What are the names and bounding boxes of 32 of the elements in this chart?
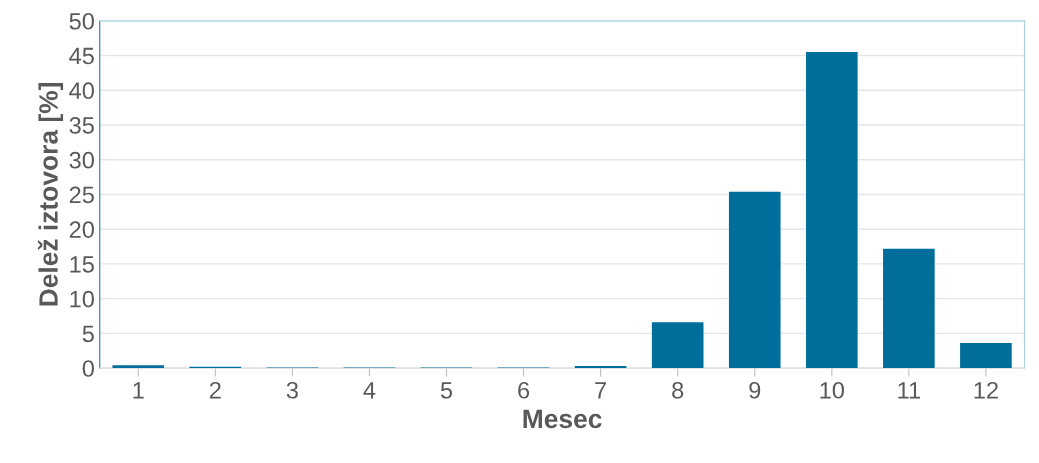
bar [805, 52, 858, 369]
bar [651, 322, 704, 369]
y-tick-label: 10 [70, 290, 94, 308]
x-tick-label: 9 [749, 381, 761, 399]
x-tick-label: 6 [518, 381, 530, 399]
y-tick-label: 20 [69, 221, 94, 238]
y-tick-label: 25 [69, 186, 94, 204]
y-tick-label: 15 [70, 256, 94, 273]
bar [728, 191, 781, 369]
bar [883, 248, 935, 369]
y-tick-label: 0 [82, 360, 94, 377]
x-tick-label: 11 [898, 382, 920, 399]
x-tick-label: 1 [133, 382, 144, 399]
y-tick-label: 40 [69, 82, 94, 100]
x-tick-label: 8 [672, 381, 684, 399]
y-axis-title: Delež iztovora [%] [37, 83, 64, 306]
x-tick-label: 2 [209, 381, 221, 399]
x-tick-label: 4 [363, 382, 376, 399]
bar [574, 366, 627, 369]
y-tick-label: 5 [82, 325, 94, 343]
bar [112, 365, 165, 369]
y-tick-label: 35 [69, 117, 94, 134]
x-tick-label: 3 [286, 381, 298, 399]
x-tick-label: 7 [595, 382, 607, 399]
x-tick-label: 12 [974, 381, 998, 399]
x-axis-title: Mesec [523, 409, 602, 429]
x-tick-label: 5 [440, 382, 453, 399]
x-tick-label: 10 [820, 381, 845, 399]
y-tick-label: 50 [69, 12, 94, 30]
y-tick-label: 30 [69, 151, 94, 169]
bar [960, 343, 1012, 369]
y-tick-label: 45 [69, 47, 94, 65]
